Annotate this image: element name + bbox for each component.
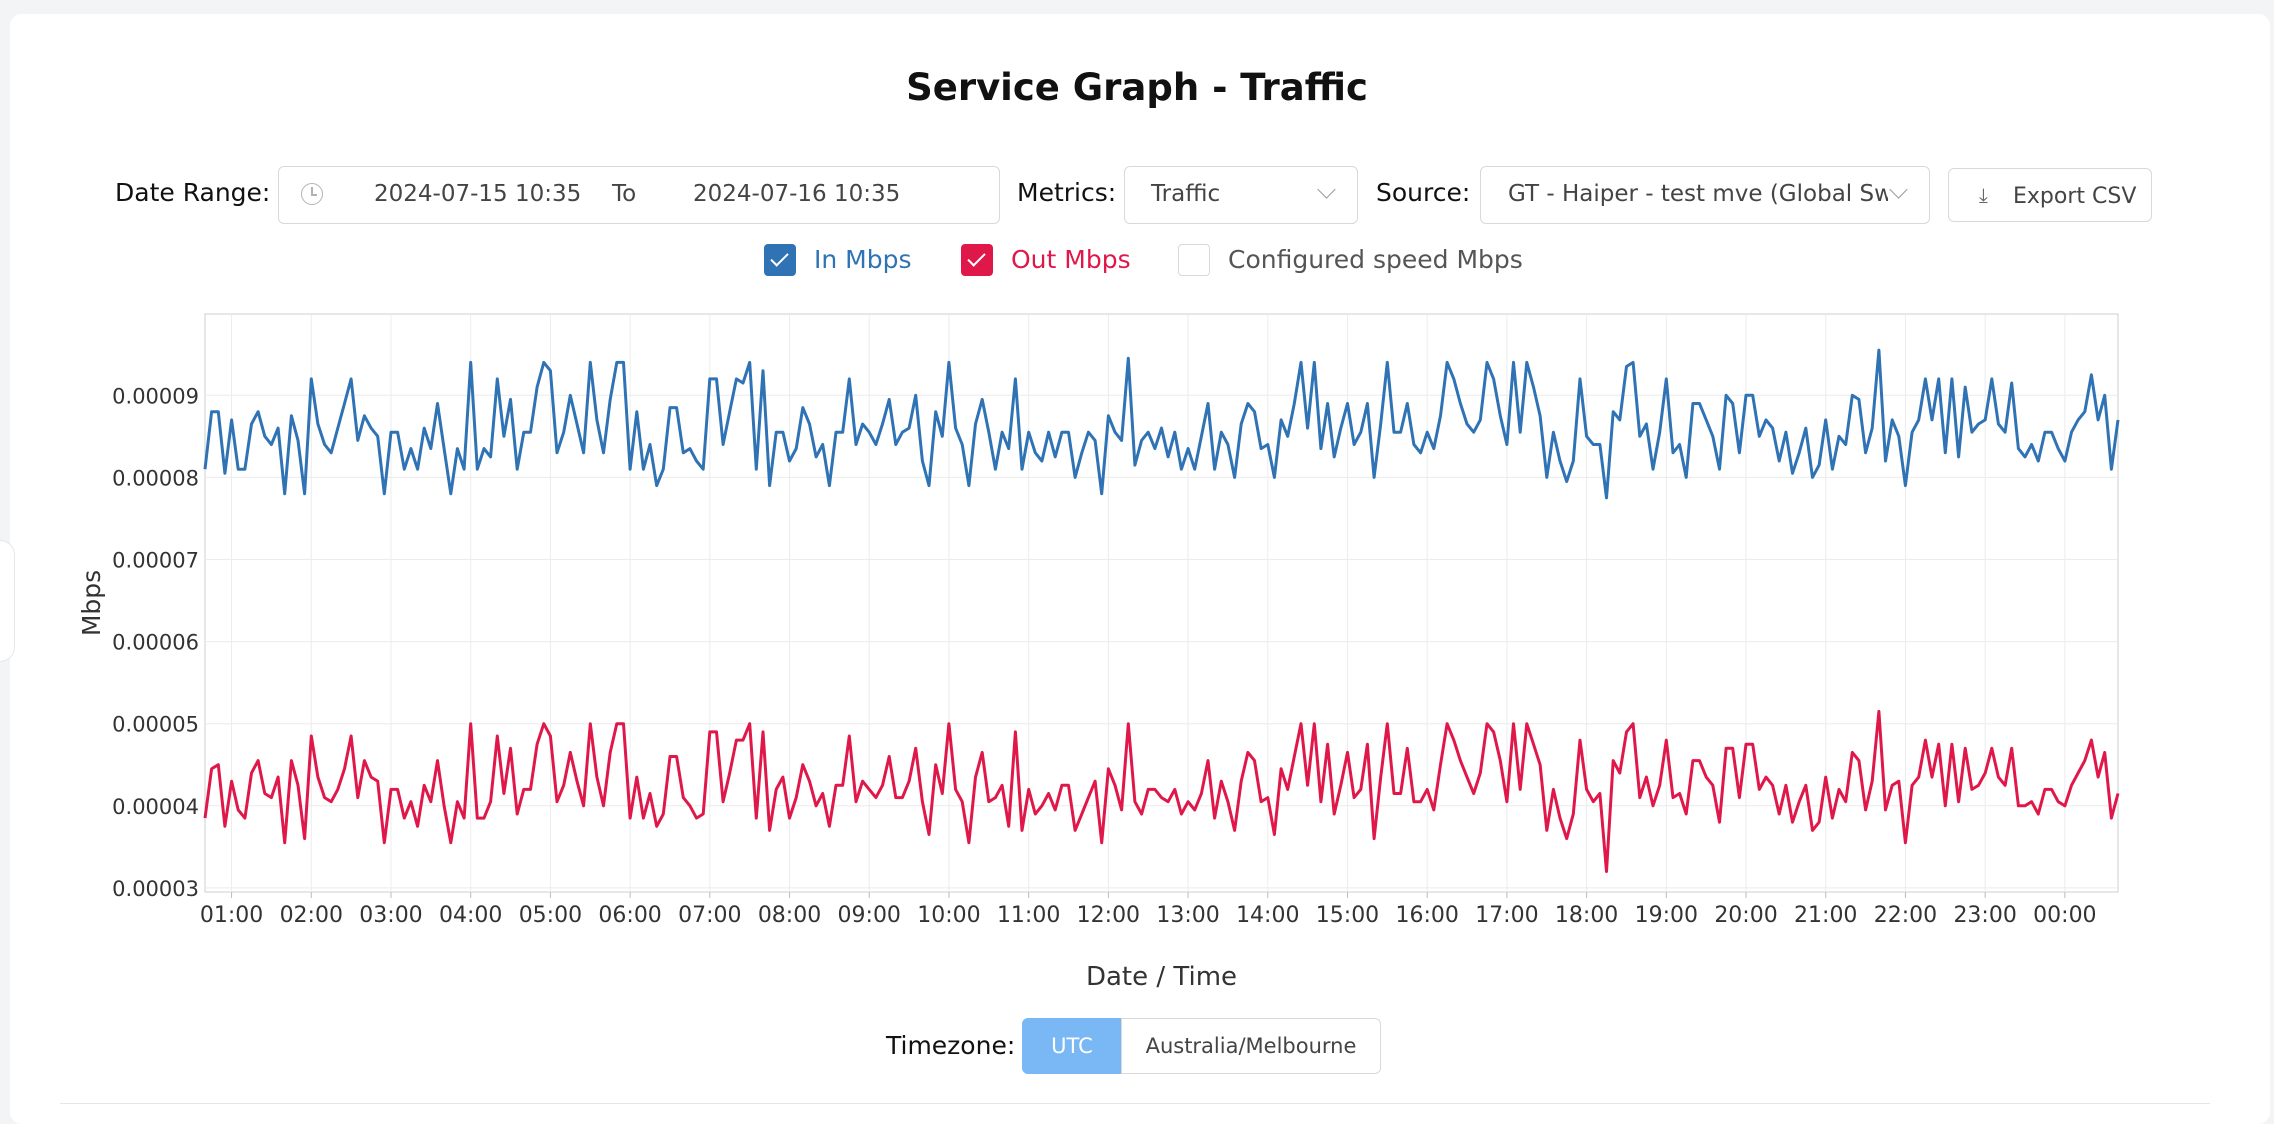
y-tick-label: 0.00004: [112, 795, 199, 819]
y-tick-label: 0.00007: [112, 548, 199, 572]
x-tick-label: 01:00: [200, 903, 263, 928]
clock-icon: [301, 183, 323, 205]
metrics-select-value: Traffic: [1151, 181, 1221, 207]
x-tick-label: 04:00: [439, 903, 502, 928]
y-tick-label: 0.00005: [112, 713, 199, 737]
metrics-label: Metrics:: [1017, 178, 1117, 207]
download-icon: ⤓: [1979, 183, 1988, 207]
x-tick-label: 21:00: [1794, 903, 1857, 928]
x-tick-label: 11:00: [997, 903, 1060, 928]
x-tick-label: 19:00: [1635, 903, 1698, 928]
date-range-label: Date Range:: [115, 178, 271, 207]
date-range-picker[interactable]: 2024-07-15 10:35 To 2024-07-16 10:35: [278, 166, 1000, 224]
in-mbps-label: In Mbps: [814, 245, 912, 274]
x-tick-label: 17:00: [1475, 903, 1538, 928]
timezone-utc-button[interactable]: UTC: [1022, 1018, 1122, 1074]
page-title: Service Graph - Traffic: [906, 66, 1368, 109]
date-to-input[interactable]: 2024-07-16 10:35: [693, 181, 901, 207]
x-tick-label: 12:00: [1077, 903, 1140, 928]
x-tick-label: 07:00: [678, 903, 741, 928]
x-tick-label: 18:00: [1555, 903, 1618, 928]
date-to-separator: To: [612, 181, 637, 207]
y-tick-label: 0.00008: [112, 466, 199, 490]
source-label: Source:: [1376, 178, 1471, 207]
x-tick-label: 08:00: [758, 903, 821, 928]
out-mbps-label: Out Mbps: [1011, 245, 1131, 274]
x-tick-label: 05:00: [519, 903, 582, 928]
source-select[interactable]: GT - Haiper - test mve (Global Switch: [1480, 166, 1930, 224]
y-axis-title: Mbps: [77, 570, 106, 636]
x-tick-label: 14:00: [1236, 903, 1299, 928]
export-csv-button[interactable]: ⤓ Export CSV: [1948, 168, 2152, 222]
date-from-input[interactable]: 2024-07-15 10:35: [374, 181, 582, 207]
x-tick-label: 10:00: [917, 903, 980, 928]
y-tick-label: 0.00003: [112, 877, 199, 901]
out-mbps-checkbox[interactable]: [961, 244, 993, 276]
metrics-select[interactable]: Traffic: [1124, 166, 1358, 224]
x-tick-label: 02:00: [280, 903, 343, 928]
in-mbps-series-line: [203, 348, 2120, 500]
in-mbps-checkbox[interactable]: [764, 244, 796, 276]
x-tick-label: 22:00: [1874, 903, 1937, 928]
x-axis-title: Date / Time: [1086, 962, 1237, 992]
source-select-value: GT - Haiper - test mve (Global Switch: [1508, 181, 1888, 207]
export-csv-label: Export CSV: [2013, 184, 2137, 209]
x-tick-label: 13:00: [1156, 903, 1219, 928]
x-tick-label: 23:00: [1953, 903, 2016, 928]
configured-speed-label: Configured speed Mbps: [1228, 245, 1523, 274]
divider: [60, 1103, 2210, 1104]
traffic-chart: 0.00003 0.00004 0.00005 0.00006 0.00007 0.000…: [77, 313, 2120, 992]
y-tick-label: 0.00006: [112, 631, 199, 655]
x-tick-label: 16:00: [1395, 903, 1458, 928]
x-tick-label: 15:00: [1316, 903, 1379, 928]
timezone-label: Timezone:: [886, 1031, 1016, 1060]
out-mbps-series-line: [203, 709, 2120, 873]
x-tick-label: 03:00: [359, 903, 422, 928]
x-tick-label: 20:00: [1714, 903, 1777, 928]
y-tick-label: 0.00009: [112, 384, 199, 408]
x-tick-label: 09:00: [838, 903, 901, 928]
x-tick-label: 06:00: [598, 903, 661, 928]
timezone-melbourne-button[interactable]: Australia/Melbourne: [1121, 1018, 1381, 1074]
configured-speed-checkbox[interactable]: [1178, 244, 1210, 276]
x-tick-label: 00:00: [2033, 903, 2096, 928]
